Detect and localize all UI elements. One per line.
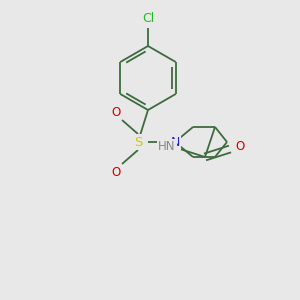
Text: Cl: Cl: [142, 13, 154, 26]
Text: N: N: [170, 136, 180, 148]
Text: O: O: [236, 140, 244, 152]
Text: O: O: [111, 166, 121, 178]
Text: HN: HN: [158, 140, 176, 154]
Text: S: S: [134, 136, 142, 148]
Text: O: O: [111, 106, 121, 118]
